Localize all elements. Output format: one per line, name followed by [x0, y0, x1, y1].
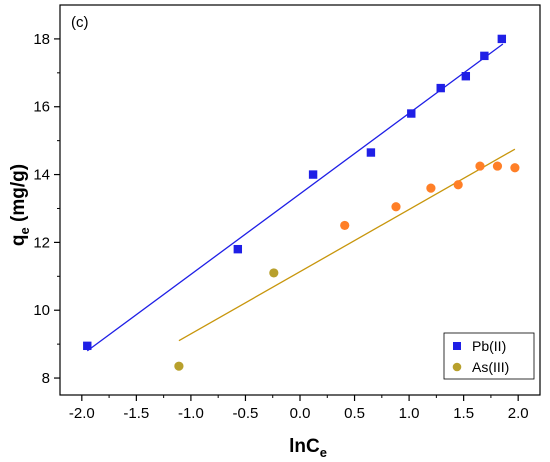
x-tick-label: 0.5 [344, 405, 365, 422]
y-axis-title-main: q [8, 234, 29, 246]
data-point-1-7 [492, 161, 503, 171]
legend-label-pb: Pb(II) [472, 338, 506, 354]
x-tick-label: 2.0 [508, 405, 529, 422]
data-point-1-3 [391, 202, 401, 212]
x-axis-title-main: lnC [289, 436, 320, 457]
legend-marker-as [452, 362, 462, 372]
data-point-1-4 [426, 183, 436, 193]
x-tick-label: -1.5 [123, 405, 149, 422]
legend-box [443, 332, 535, 380]
y-tick-label: 18 [33, 31, 50, 48]
data-point-1-6 [475, 161, 485, 171]
data-point-0-4 [407, 109, 416, 118]
x-tick-label: 1.0 [399, 405, 420, 422]
data-point-1-8 [510, 163, 520, 173]
x-axis-title: lnCe [289, 436, 327, 460]
y-tick-label: 16 [33, 99, 50, 116]
y-axis-title-suffix: (mg/g) [8, 164, 29, 227]
data-point-0-0 [83, 341, 92, 351]
x-tick-label: 0.0 [290, 405, 311, 422]
y-tick-label: 12 [33, 234, 50, 251]
data-point-0-3 [366, 148, 376, 157]
fit-line-0 [86, 43, 504, 352]
data-point-1-5 [453, 180, 463, 190]
data-point-0-1 [233, 244, 243, 254]
x-tick-label: -1.0 [178, 405, 204, 422]
axes: -2.0 -1.5 -1.0 -0.5 0.0 0.5 1.0 1.5 2.0 8 10 12 14 16… [33, 4, 541, 422]
panel-label: (c) [71, 14, 89, 31]
data-point-0-2 [308, 170, 318, 179]
legend: Pb(II) As(III) [443, 332, 535, 380]
x-tick-label: -0.5 [233, 405, 259, 422]
data-point-0-7 [480, 51, 489, 61]
data-point-0-5 [436, 83, 445, 93]
x-axis-title-sub: e [320, 445, 327, 460]
data-point-0-8 [497, 34, 507, 44]
y-axis-title-sub: e [17, 227, 32, 234]
plot-area [83, 34, 520, 371]
data-point-1-1 [269, 268, 279, 278]
x-tick-label: 1.5 [453, 405, 474, 422]
y-axis-title: qe (mg/g) [8, 164, 32, 246]
data-point-1-0 [174, 361, 184, 371]
data-point-1-2 [340, 220, 350, 231]
data-point-0-6 [461, 72, 471, 81]
y-tick-label: 10 [33, 302, 50, 319]
legend-label-as: As(III) [472, 359, 509, 375]
x-tick-label: -2.0 [69, 405, 95, 422]
legend-marker-pb [453, 342, 461, 350]
y-tick-label: 8 [42, 370, 50, 387]
y-tick-label: 14 [33, 167, 50, 184]
